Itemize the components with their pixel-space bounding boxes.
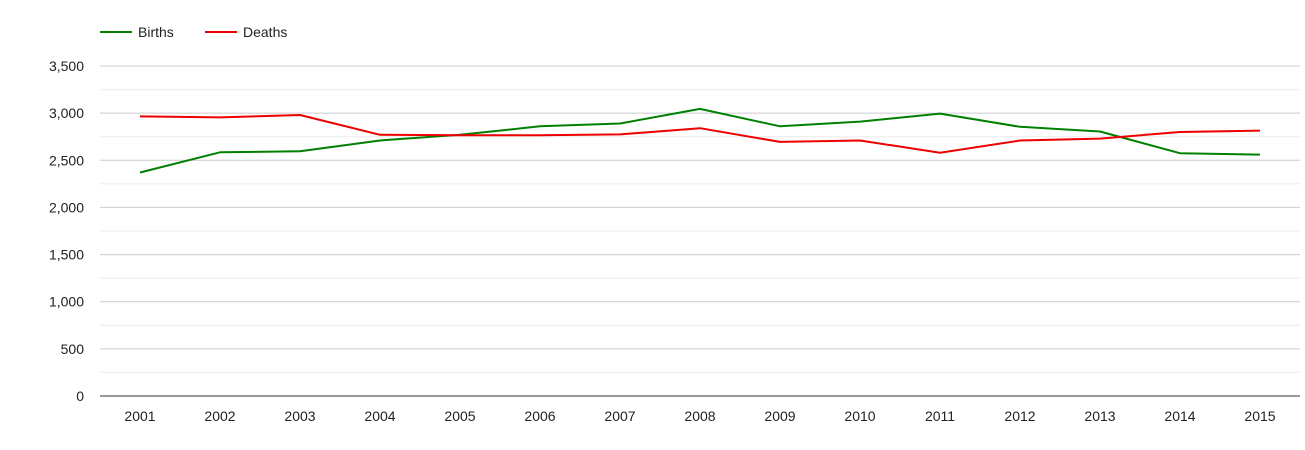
series-line-births (139, 107, 1261, 174)
y-tick-label: 2,000 (49, 199, 84, 215)
legend-item-deaths: Deaths (205, 24, 287, 40)
y-tick-label: 3,000 (49, 105, 84, 121)
y-tick-label: 3,500 (49, 58, 84, 74)
y-tick-label: 0 (76, 388, 84, 404)
legend-label: Births (138, 24, 174, 40)
x-tick-label: 2004 (364, 408, 395, 424)
x-tick-label: 2006 (524, 408, 555, 424)
series-line-deaths (139, 114, 1261, 154)
x-tick-label: 2005 (444, 408, 475, 424)
x-tick-label: 2007 (604, 408, 635, 424)
y-tick-label: 1,500 (49, 247, 84, 263)
y-axis-tick-labels: 0 500 1,000 1,500 2,000 2,500 3,000 3,500 (49, 58, 84, 404)
series-lines (139, 107, 1261, 174)
legend-label: Deaths (243, 24, 287, 40)
x-axis-tick-labels: 2001 2002 2003 2004 2005 2006 2007 2008 2009 2010… (124, 408, 1275, 424)
x-tick-label: 2003 (284, 408, 315, 424)
y-tick-label: 500 (61, 341, 85, 357)
legend: Births Deaths (100, 24, 287, 40)
x-tick-label: 2015 (1244, 408, 1275, 424)
y-tick-label: 1,000 (49, 294, 84, 310)
x-tick-label: 2012 (1004, 408, 1035, 424)
y-tick-label: 2,500 (49, 152, 84, 168)
x-tick-label: 2002 (204, 408, 235, 424)
x-tick-label: 2013 (1084, 408, 1115, 424)
x-tick-label: 2011 (925, 408, 955, 424)
x-tick-label: 2010 (844, 408, 875, 424)
gridlines (100, 65, 1300, 373)
x-tick-label: 2008 (684, 408, 715, 424)
x-tick-label: 2001 (124, 408, 155, 424)
x-tick-label: 2014 (1164, 408, 1195, 424)
x-tick-label: 2009 (764, 408, 795, 424)
legend-item-births: Births (100, 24, 174, 40)
